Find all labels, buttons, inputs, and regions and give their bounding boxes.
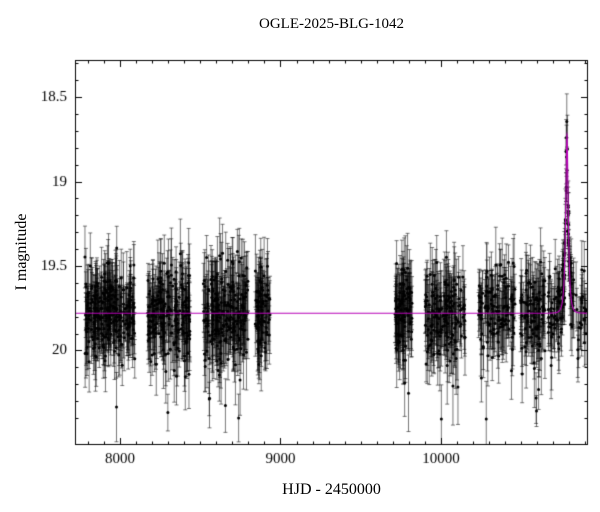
- light-curve-figure: OGLE-2025-BLG-1042 I magnitude HJD - 245…: [0, 0, 600, 512]
- light-curve-canvas: [0, 0, 600, 512]
